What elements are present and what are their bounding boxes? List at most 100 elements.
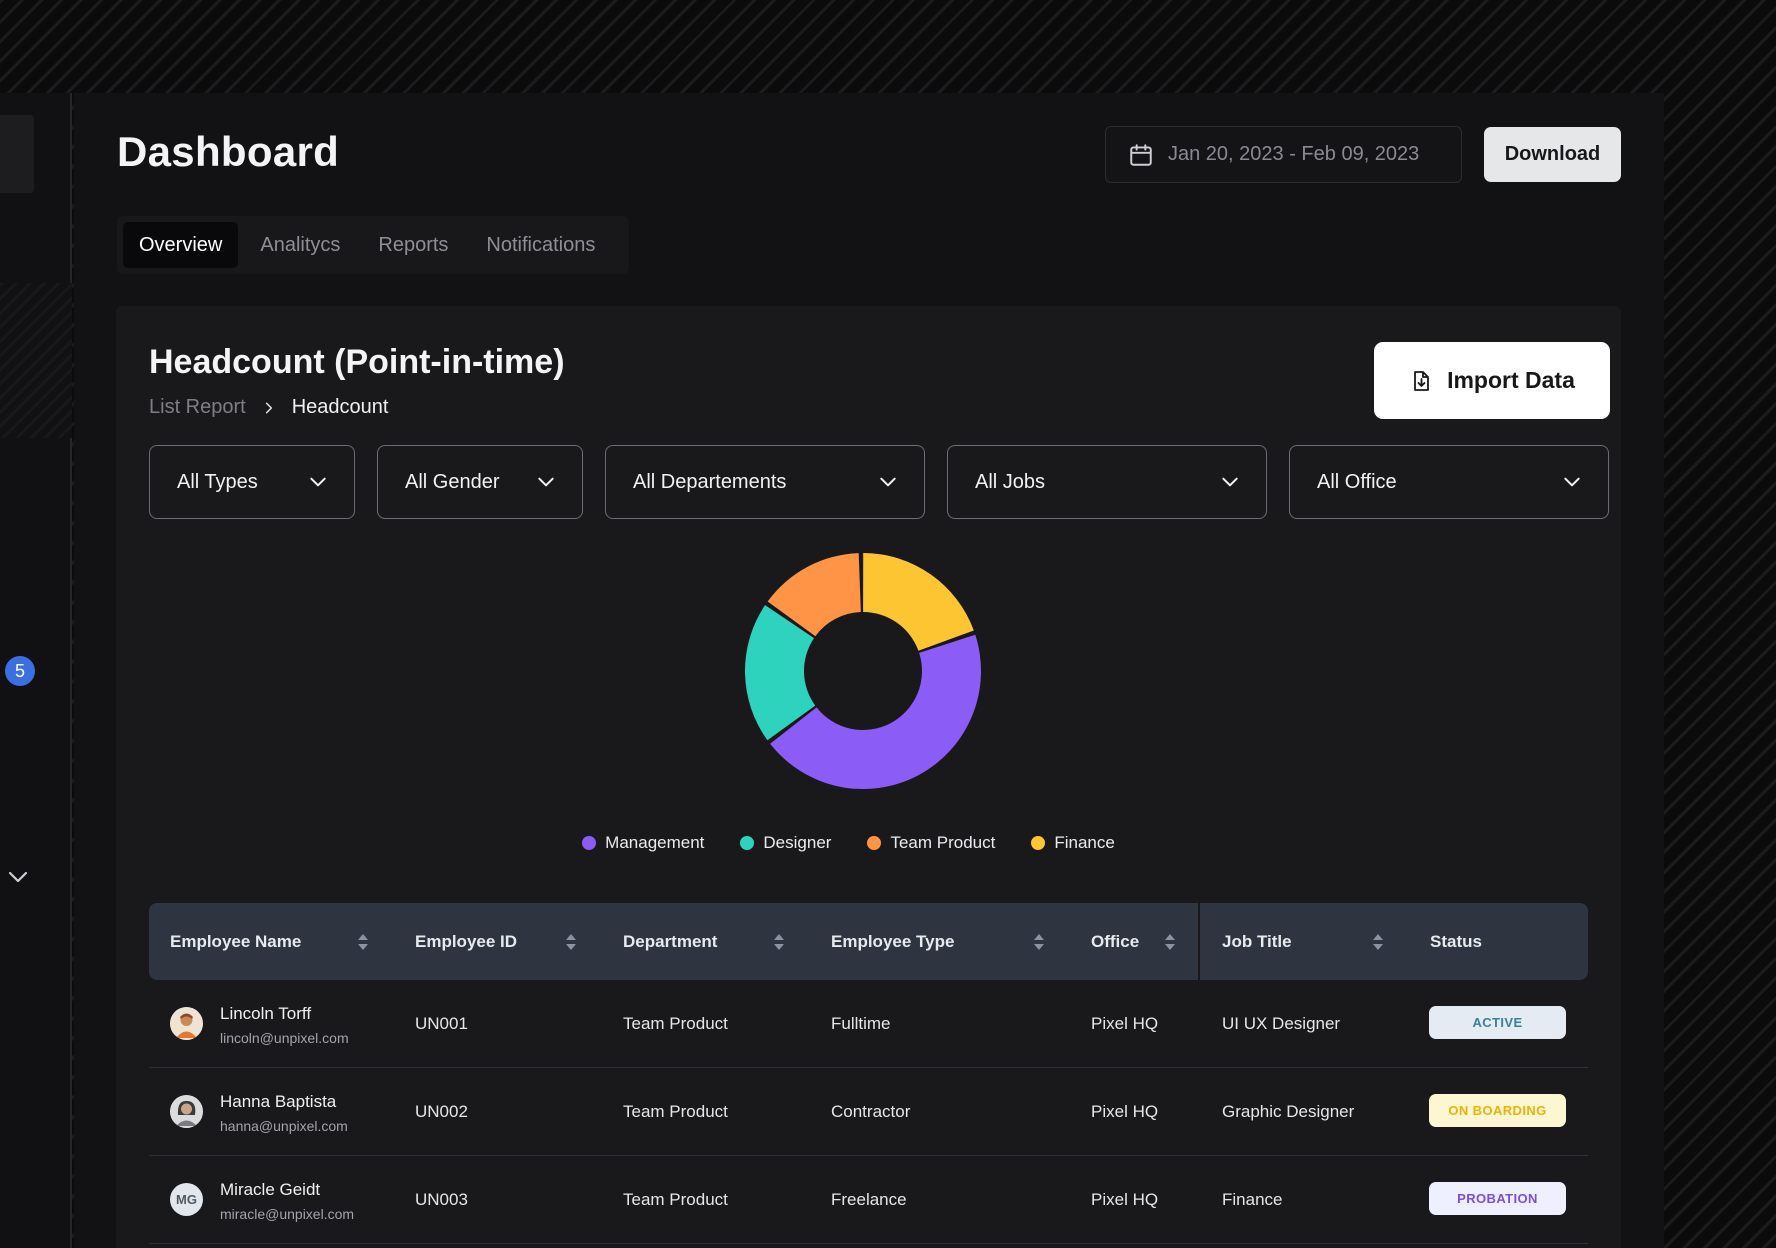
main-panel: Dashboard Jan 20, 2023 - Feb 09, 2023 Do… <box>74 93 1664 1248</box>
file-import-icon <box>1414 370 1429 391</box>
chevron-down-icon <box>1222 477 1238 487</box>
legend-item-designer: Designer <box>740 833 831 853</box>
employee-email: hanna@unpixel.com <box>220 1118 348 1134</box>
tab-reports[interactable]: Reports <box>378 233 449 256</box>
legend-dot <box>1031 836 1046 850</box>
filter-types-value: All Types <box>177 470 258 493</box>
chevron-down-icon <box>310 477 326 487</box>
column-employee-type[interactable]: Employee Type <box>831 931 955 951</box>
import-data-label: Import Data <box>1447 367 1575 393</box>
headcount-donut-chart <box>745 553 981 789</box>
sort-icon[interactable] <box>565 933 577 951</box>
table-row[interactable]: Hanna Baptista hanna@unpixel.com UN002 T… <box>149 1068 1588 1156</box>
sort-icon[interactable] <box>1033 933 1045 951</box>
date-range-picker[interactable]: Jan 20, 2023 - Feb 09, 2023 <box>1105 126 1462 183</box>
sort-icon[interactable] <box>773 933 785 951</box>
filter-gender[interactable]: All Gender <box>377 445 583 519</box>
legend-dot <box>867 836 882 850</box>
legend-label: Designer <box>763 833 832 852</box>
employee-name: Lincoln Torff <box>220 1004 312 1023</box>
column-status[interactable]: Status <box>1430 931 1482 951</box>
department: Team Product <box>623 1014 728 1033</box>
avatar-photo-icon <box>170 1007 203 1040</box>
office: Pixel HQ <box>1091 1190 1159 1209</box>
download-button[interactable]: Download <box>1484 127 1621 182</box>
filter-departments[interactable]: All Departements <box>605 445 925 519</box>
employee-name: Hanna Baptista <box>220 1092 337 1111</box>
chevron-right-icon <box>265 402 272 413</box>
column-job-title[interactable]: Job Title <box>1222 931 1292 951</box>
office: Pixel HQ <box>1091 1014 1159 1033</box>
employee-type: Contractor <box>831 1102 911 1121</box>
employee-id: UN001 <box>415 1014 468 1033</box>
job-title: Graphic Designer <box>1222 1102 1355 1121</box>
filter-departments-value: All Departements <box>633 470 787 493</box>
column-employee-id[interactable]: Employee ID <box>415 931 518 951</box>
legend-dot <box>740 836 755 850</box>
employee-type: Freelance <box>831 1190 907 1209</box>
tab-bar: Overview Analitycs Reports Notifications <box>117 216 629 274</box>
employee-id: UN003 <box>415 1190 468 1209</box>
legend-label: Finance <box>1054 833 1115 852</box>
tab-notifications[interactable]: Notifications <box>486 233 596 256</box>
calendar-icon <box>1130 143 1152 166</box>
job-title: Finance <box>1222 1190 1283 1209</box>
date-range-text: Jan 20, 2023 - Feb 09, 2023 <box>1168 143 1420 165</box>
column-divider <box>1198 903 1200 980</box>
filter-office-value: All Office <box>1317 470 1397 493</box>
donut-slice-management <box>770 634 981 789</box>
breadcrumb-list-report[interactable]: List Report <box>149 396 246 418</box>
table-header: Employee Name Employee ID Department Emp… <box>149 903 1588 980</box>
employee-email: lincoln@unpixel.com <box>220 1030 349 1046</box>
avatar <box>170 1095 203 1128</box>
legend-label: Management <box>605 833 705 852</box>
legend-item-team-product: Team Product <box>867 833 995 853</box>
avatar-photo-icon <box>170 1095 203 1128</box>
employee-id: UN002 <box>415 1102 468 1121</box>
legend-item-finance: Finance <box>1031 833 1115 853</box>
donut-slice-designer <box>745 605 816 741</box>
sidebar-section <box>0 283 72 438</box>
tab-analytics[interactable]: Analitycs <box>260 233 341 256</box>
legend-label: Team Product <box>890 833 996 852</box>
avatar: MG <box>170 1183 203 1216</box>
department: Team Product <box>623 1190 728 1209</box>
job-title: UI UX Designer <box>1222 1014 1341 1033</box>
sort-icon[interactable] <box>1164 933 1176 951</box>
sort-icon[interactable] <box>1372 933 1384 951</box>
column-department[interactable]: Department <box>623 931 718 951</box>
chevron-down-icon[interactable] <box>6 865 30 889</box>
filter-jobs-value: All Jobs <box>975 470 1046 493</box>
page-title: Dashboard <box>117 128 340 175</box>
filter-jobs[interactable]: All Jobs <box>947 445 1267 519</box>
tab-overview[interactable]: Overview <box>123 222 239 268</box>
chart-legend: Management Designer Team Product Finance <box>116 833 1621 853</box>
column-employee-name[interactable]: Employee Name <box>170 931 302 951</box>
employee-type: Fulltime <box>831 1014 891 1033</box>
sidebar: 5 <box>0 93 72 1248</box>
employee-email: miracle@unpixel.com <box>220 1206 355 1222</box>
chevron-down-icon <box>880 477 896 487</box>
notification-badge: 5 <box>5 656 35 686</box>
donut-slice-finance <box>863 553 974 651</box>
employee-name: Miracle Geidt <box>220 1180 321 1199</box>
table-row[interactable]: Lincoln Torff lincoln@unpixel.com UN001 … <box>149 980 1588 1068</box>
status-badge: PROBATION <box>1429 1182 1566 1215</box>
filter-office[interactable]: All Office <box>1289 445 1609 519</box>
filter-types[interactable]: All Types <box>149 445 355 519</box>
filter-gender-value: All Gender <box>405 470 500 493</box>
chevron-down-icon <box>538 477 554 487</box>
card-title: Headcount (Point-in-time) <box>149 343 565 381</box>
sort-icon[interactable] <box>357 933 369 951</box>
department: Team Product <box>623 1102 728 1121</box>
headcount-card: Headcount (Point-in-time) List Report He… <box>116 306 1621 1248</box>
office: Pixel HQ <box>1091 1102 1159 1121</box>
sidebar-active-item[interactable] <box>0 115 34 193</box>
table-row[interactable]: MG Miracle Geidt miracle@unpixel.com UN0… <box>149 1156 1588 1244</box>
donut-slice-team-product <box>767 553 861 637</box>
legend-item-management: Management <box>582 833 704 853</box>
column-office[interactable]: Office <box>1091 931 1140 951</box>
import-data-button[interactable]: Import Data <box>1374 342 1610 419</box>
breadcrumb-headcount: Headcount <box>291 396 389 418</box>
avatar <box>170 1007 203 1040</box>
